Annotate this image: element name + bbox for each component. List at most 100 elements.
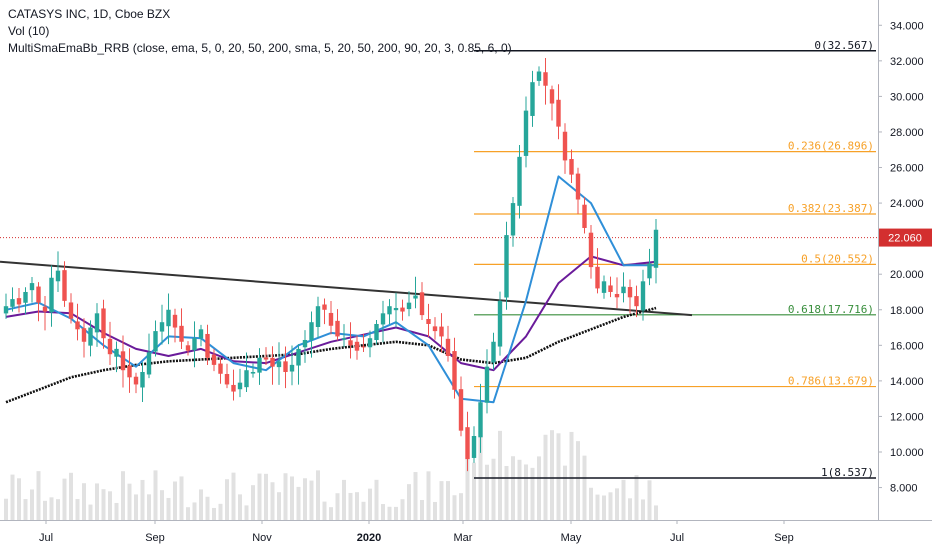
legend-volume: Vol (10) [8,24,50,38]
candle-body [406,302,412,310]
volume-bar [478,432,483,520]
volume-bar [75,499,80,520]
chart-legend: CATASYS INC, 1D, Cboe BZX Vol (10) Multi… [8,6,512,57]
volume-bar [153,470,158,520]
volume-bar [277,492,281,520]
volume-bar [589,487,593,520]
volume-bar [205,496,210,520]
volume-bar [472,462,476,520]
volume-bar [400,499,405,520]
volume-bar [43,500,47,520]
candle-body [205,333,210,358]
candle-body [94,313,100,333]
price-tick-label: 24.000 [890,198,924,210]
candle-body [601,281,607,293]
candle-body [634,296,639,307]
candle-body [335,320,340,337]
volume-bars [4,430,658,520]
candle-body [68,302,74,319]
candle-body [640,281,646,311]
price-tick-label: 12.000 [890,411,924,423]
volume-bar [563,465,567,520]
volume-bar [439,481,444,520]
candle-body [361,346,366,348]
time-tick-label: Nov [252,532,272,544]
candle-body [653,229,659,268]
volume-bar [465,447,470,520]
trendline [0,260,693,317]
candle-body [23,291,28,303]
price-tick-label: 18.000 [890,305,924,317]
volume-bar [446,481,450,520]
volume-bar [582,455,587,520]
volume-bar [569,431,574,520]
candle-body [159,322,165,332]
volume-bar [134,494,138,520]
candle-body [88,327,93,346]
price-tick-label: 26.000 [890,163,924,175]
candle-body [497,300,503,347]
candle-body [569,159,574,175]
volume-bar [342,479,346,520]
volume-bar [498,430,502,520]
candle-body [562,131,568,161]
candle-body [120,351,126,371]
fib-level-label: 0.618(17.716) [788,303,874,316]
volume-bar [374,479,379,520]
candle-body [257,357,262,373]
volume-bar [186,507,190,520]
volume-bar [257,473,262,520]
volume-bar [329,507,333,520]
candle-body [432,326,438,332]
volume-bar [452,495,457,520]
candle-body [523,110,529,156]
volume-bar [62,478,67,520]
candle-body [484,366,490,403]
sma200-line [5,306,657,404]
volume-bar [517,459,522,520]
volume-bar [244,505,249,520]
candle-body [458,389,464,431]
candle-body [153,331,158,352]
candles [3,57,659,472]
volume-bar [36,471,41,520]
price-tick-label: 20.000 [890,269,924,281]
candle-body [393,307,399,311]
candle-body [244,370,249,388]
volume-bar [647,480,652,520]
volume-bar [641,499,645,520]
volume-bar [147,494,151,520]
volume-bar [88,504,93,520]
candle-body [302,339,308,348]
volume-bar [491,458,496,520]
volume-bar [381,504,385,520]
candle-body [471,435,477,458]
fib-retracement: 0(32.567) 0.236(26.896) 0.382(23.387) 0.5(2… [0,39,878,479]
price-tick-label: 30.000 [890,91,924,103]
candle-body [517,156,522,206]
time-tick-label: Mar [454,532,473,544]
volume-bar [602,495,606,520]
candle-body [426,318,431,324]
candle-body [114,348,119,357]
candle-body [419,292,425,316]
candle-body [49,277,54,313]
volume-bar [127,483,132,520]
candle-body [133,376,139,385]
volume-bar [459,493,463,520]
candle-body [380,313,386,325]
volume-bar [433,501,437,520]
ema50-line [5,255,657,372]
candle-body [575,173,581,200]
candle-body [341,338,347,340]
candle-body [231,384,236,392]
volume-bar [550,430,554,520]
volume-bar [56,499,60,520]
candle-body [614,293,620,298]
fib-level-label: 1(8.537) [821,466,874,479]
time-tick-label: May [561,532,582,544]
candle-body [62,270,67,301]
volume-bar [413,472,418,520]
